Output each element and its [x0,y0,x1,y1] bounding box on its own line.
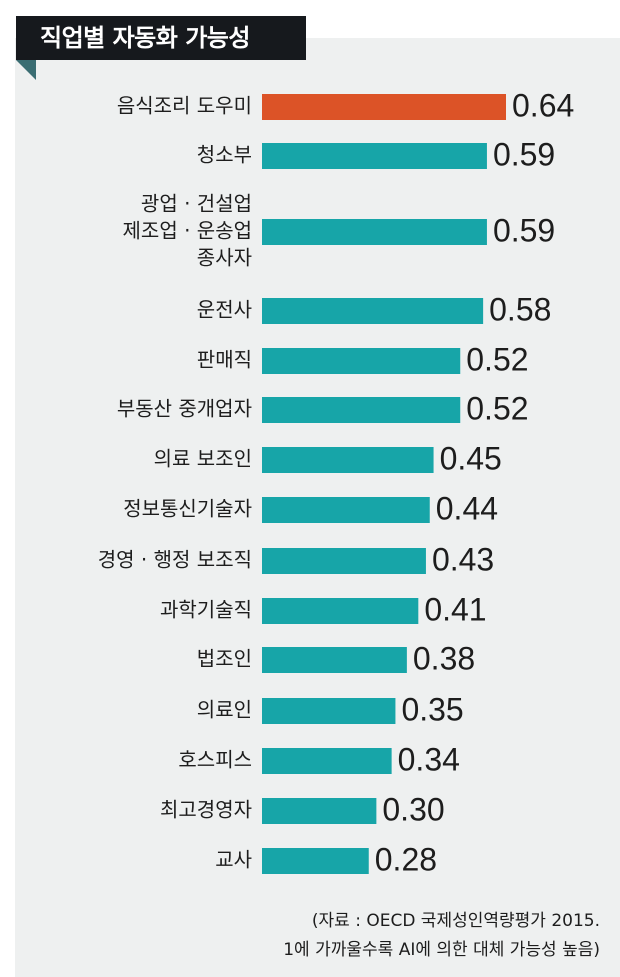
category-label-4: 판매직 [197,348,252,372]
category-label-0: 음식조리 도우미 [117,94,252,118]
value-label-10: 0.38 [413,640,475,676]
source-note-line1: (자료 : OECD 국제성인역량평가 2015. [311,911,600,931]
value-label-8: 0.43 [432,541,494,577]
category-label-5: 부동산 중개업자 [117,397,252,421]
category-label-10: 법조인 [197,647,252,671]
bar-8 [262,548,426,574]
value-label-7: 0.44 [436,490,498,526]
category-label-8: 경영 · 행정 보조직 [98,548,252,572]
source-note-line2: 1에 가까울수록 AI에 의한 대체 가능성 높음) [283,940,600,960]
value-label-11: 0.35 [401,691,463,727]
value-label-2: 0.59 [493,212,555,248]
category-label-6: 의료 보조인 [154,447,252,471]
category-label-14: 교사 [215,848,252,872]
value-label-6: 0.45 [440,440,502,476]
value-label-4: 0.52 [466,341,528,377]
value-label-5: 0.52 [466,390,528,426]
bar-4 [262,348,461,374]
bar-6 [262,447,434,473]
bar-7 [262,497,430,523]
bar-14 [262,848,369,874]
value-label-13: 0.30 [382,791,444,827]
bar-2 [262,219,487,245]
category-label-3: 운전사 [197,298,252,322]
category-label-9: 과학기술직 [160,598,252,622]
bar-12 [262,748,392,774]
title-banner [16,16,306,60]
value-label-0: 0.64 [512,87,574,123]
bar-11 [262,698,396,724]
bar-10 [262,647,407,673]
bar-9 [262,598,419,624]
bar-3 [262,298,484,324]
bar-13 [262,798,377,824]
category-label-11: 의료인 [197,698,252,722]
bar-1 [262,143,487,169]
bar-5 [262,397,461,423]
value-label-14: 0.28 [375,841,437,877]
title-banner-fold [16,60,36,80]
bar-0 [262,94,506,120]
chart-title: 직업별 자동화 가능성 [40,24,250,52]
value-label-1: 0.59 [493,136,555,172]
value-label-9: 0.41 [424,591,486,627]
value-label-12: 0.34 [398,741,460,777]
category-label-7: 정보통신기술자 [123,497,252,521]
category-label-1: 청소부 [197,143,252,167]
value-label-3: 0.58 [489,291,551,327]
category-label-12: 호스피스 [178,748,252,772]
category-label-13: 최고경영자 [160,798,252,822]
category-label-2: 광업 · 건설업 제조업 · 운송업 종사자 [123,192,252,270]
